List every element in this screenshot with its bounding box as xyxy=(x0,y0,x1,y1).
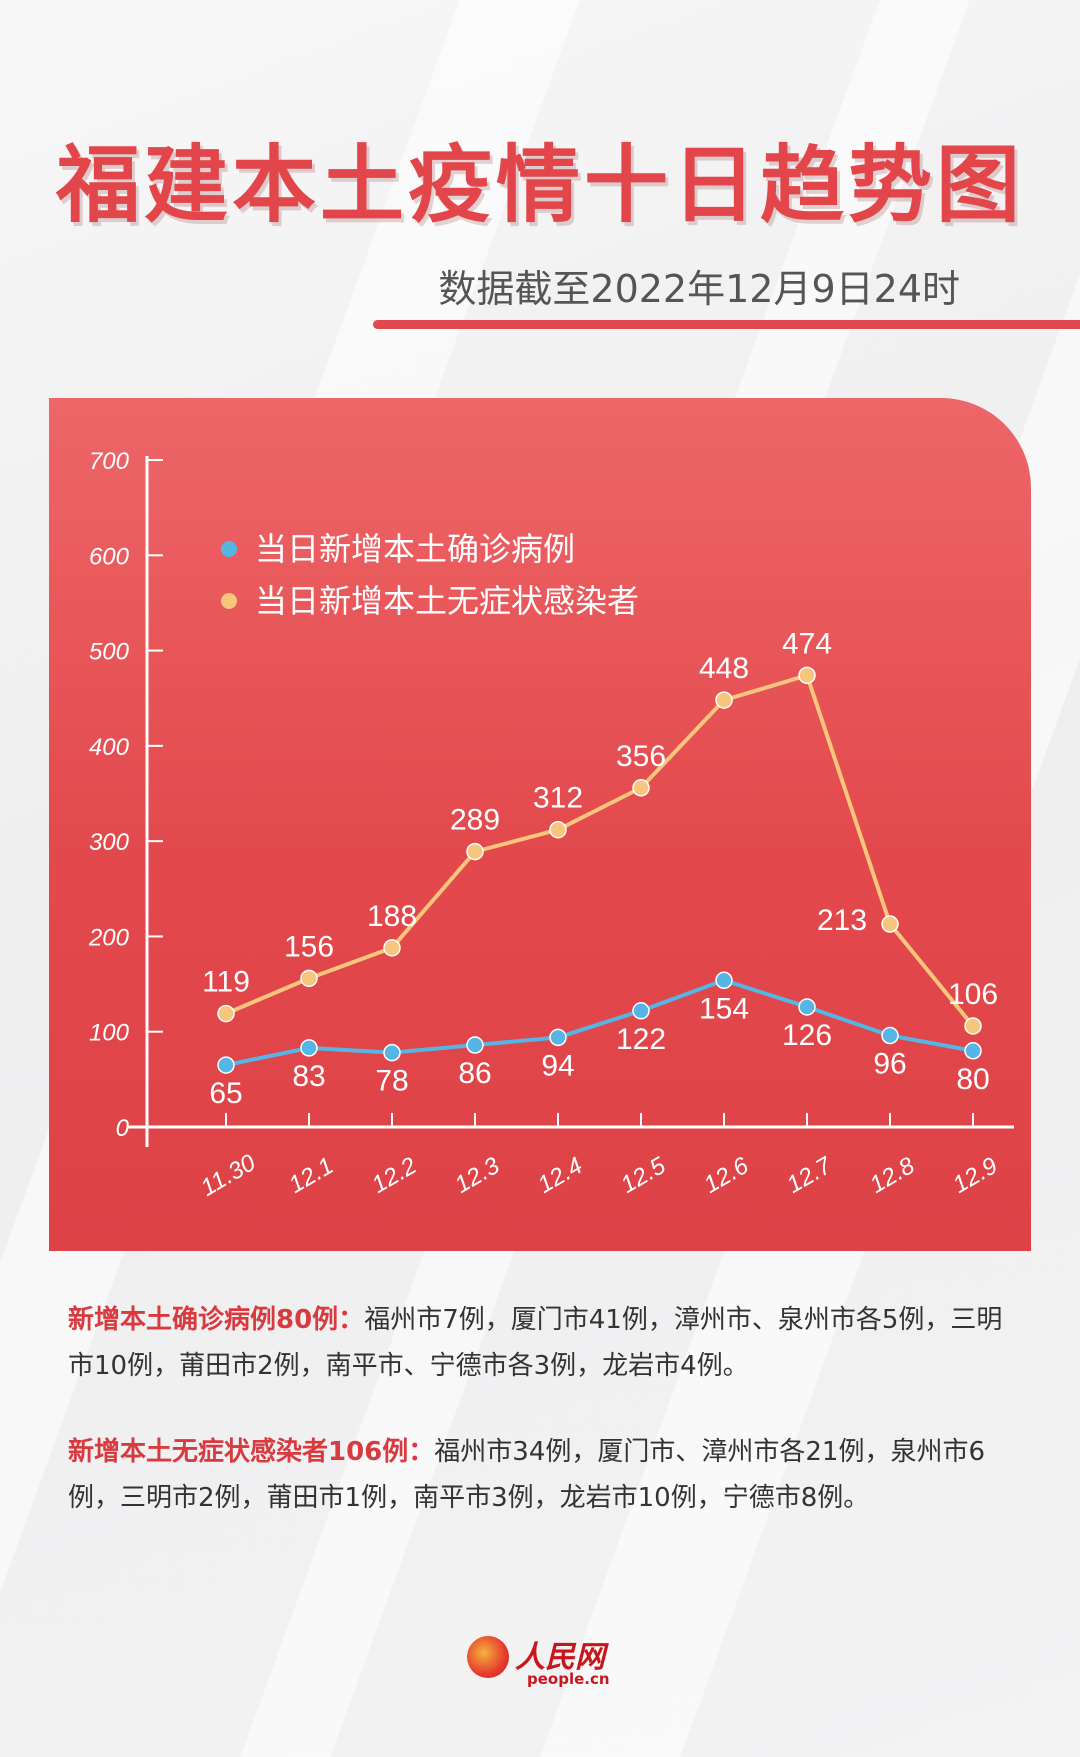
confirmed-breakdown-text: 福州市7例，厦门市41例，漳州市、泉州市各5例，三明市10例，莆田市2例，南平市… xyxy=(68,1305,1003,1381)
asymptomatic-data-label: 289 xyxy=(450,804,500,837)
asymptomatic-data-label: 213 xyxy=(817,904,867,937)
logo-emblem-icon xyxy=(467,1636,509,1678)
asymptomatic-data-point xyxy=(798,666,816,685)
y-tick-label: 700 xyxy=(89,448,130,475)
asymptomatic-data-point xyxy=(300,969,318,988)
chart-panel: 0 100 200 300 400 500 600 700 11.30 12.1 12.2 12.3 1… xyxy=(49,398,1031,1251)
legend-confirmed-marker xyxy=(221,541,237,557)
y-tick-label: 100 xyxy=(89,1020,130,1047)
logo-name: 人民网 xyxy=(515,1640,605,1675)
confirmed-data-label: 78 xyxy=(375,1065,408,1098)
confirmed-data-point xyxy=(798,998,816,1016)
confirmed-data-point xyxy=(217,1056,235,1074)
legend-asymptomatic-label: 当日新增本土无症状感染者 xyxy=(255,582,639,620)
confirmed-data-point xyxy=(715,971,733,990)
y-tick-label: 600 xyxy=(89,543,130,570)
y-tick-label: 300 xyxy=(89,829,130,856)
confirmed-data-label: 94 xyxy=(541,1049,574,1082)
asymptomatic-series-line xyxy=(225,673,975,1028)
confirmed-data-point xyxy=(466,1036,484,1054)
asymptomatic-data-label: 448 xyxy=(699,652,749,685)
confirmed-breakdown-label: 新增本土确诊病例80例： xyxy=(68,1305,365,1335)
asymptomatic-data-point xyxy=(881,915,899,933)
asymptomatic-data-point xyxy=(217,1004,235,1023)
confirmed-data-point xyxy=(549,1028,567,1047)
x-tick-label: 12.2 xyxy=(367,1152,421,1199)
confirmed-data-label: 80 xyxy=(956,1063,989,1096)
asymptomatic-data-label: 312 xyxy=(533,782,583,815)
confirmed-data-label: 96 xyxy=(873,1048,906,1081)
confirmed-data-label: 86 xyxy=(458,1057,491,1090)
asymptomatic-data-point xyxy=(715,691,733,709)
x-tick-label: 12.8 xyxy=(865,1152,920,1199)
y-tick-label: 200 xyxy=(88,924,130,951)
asymptomatic-data-label: 119 xyxy=(202,966,250,999)
x-tick-label: 12.4 xyxy=(533,1152,587,1199)
x-tick-label: 11.30 xyxy=(196,1149,261,1202)
x-tick-label: 12.1 xyxy=(284,1152,338,1199)
confirmed-data-point xyxy=(881,1026,899,1045)
asymptomatic-data-label: 106 xyxy=(948,978,998,1011)
accent-divider xyxy=(373,320,1080,329)
confirmed-data-label: 154 xyxy=(699,992,749,1025)
y-tick-label: 0 xyxy=(116,1115,130,1142)
confirmed-data-point xyxy=(383,1043,401,1062)
asymptomatic-data-point xyxy=(549,820,567,839)
x-tick-label: 12.7 xyxy=(782,1151,837,1199)
asymptomatic-breakdown: 新增本土无症状感染者106例：福州市34例，厦门市、漳州市各21例，泉州市6例，… xyxy=(68,1429,1018,1521)
asymptomatic-data-label: 156 xyxy=(284,930,334,963)
page-title: 福建本土疫情十日趋势图 xyxy=(55,136,1024,234)
confirmed-breakdown: 新增本土确诊病例80例：福州市7例，厦门市41例，漳州市、泉州市各5例，三明市1… xyxy=(68,1297,1018,1389)
asymptomatic-data-label: 474 xyxy=(782,627,832,660)
people-daily-logo: 人民网 people.cn xyxy=(467,1632,617,1692)
confirmed-data-label: 65 xyxy=(209,1077,242,1110)
confirmed-data-label: 126 xyxy=(782,1019,832,1052)
confirmed-data-point xyxy=(632,1002,650,1020)
asymptomatic-breakdown-text: 福州市34例，厦门市、漳州市各21例，泉州市6例，三明市2例，莆田市1例，南平市… xyxy=(68,1437,985,1513)
confirmed-data-label: 122 xyxy=(616,1023,666,1056)
asymptomatic-data-point xyxy=(632,779,650,797)
asymptomatic-breakdown-label: 新增本土无症状感染者106例： xyxy=(68,1437,435,1467)
x-tick-label: 12.3 xyxy=(450,1152,505,1199)
legend-confirmed-label: 当日新增本土确诊病例 xyxy=(255,530,575,568)
confirmed-data-label: 83 xyxy=(292,1060,325,1093)
asymptomatic-data-label: 188 xyxy=(367,900,417,933)
x-tick-label: 12.9 xyxy=(948,1152,1002,1199)
x-tick-label: 12.5 xyxy=(616,1152,671,1199)
y-tick-label: 500 xyxy=(89,639,130,666)
x-tick-label: 12.6 xyxy=(699,1152,754,1199)
asymptomatic-data-label: 356 xyxy=(616,740,666,773)
line-chart: 0 100 200 300 400 500 600 700 11.30 12.1 12.2 12.3 1… xyxy=(88,448,1014,1202)
asymptomatic-data-point xyxy=(964,1017,982,1035)
confirmed-data-point xyxy=(300,1039,318,1057)
confirmed-data-point xyxy=(964,1042,982,1060)
logo-url: people.cn xyxy=(527,1670,610,1688)
confirmed-series-line xyxy=(225,978,974,1068)
legend-asymptomatic-marker xyxy=(221,593,237,609)
data-cutoff-subtitle: 数据截至2022年12月9日24时 xyxy=(438,267,960,311)
y-tick-label: 400 xyxy=(89,734,130,761)
asymptomatic-data-point xyxy=(466,842,484,861)
asymptomatic-data-point xyxy=(383,939,401,957)
